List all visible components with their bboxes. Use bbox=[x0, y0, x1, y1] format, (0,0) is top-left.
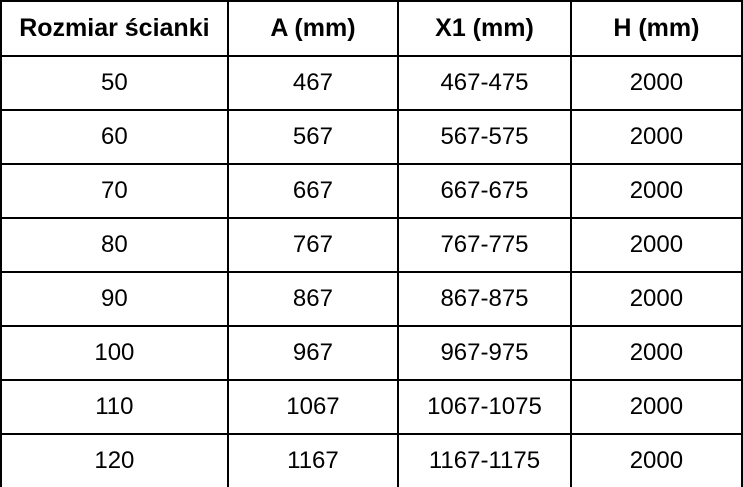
table-body: 50 467 467-475 2000 60 567 567-575 2000 70 667 667… bbox=[0, 55, 743, 487]
table-row: 90 867 867-875 2000 bbox=[0, 271, 743, 327]
table-cell: 90 bbox=[0, 271, 229, 327]
table-cell: 467 bbox=[226, 55, 400, 111]
table-cell: 567 bbox=[226, 109, 400, 165]
table-cell: 2000 bbox=[569, 217, 743, 273]
table-cell: 967 bbox=[226, 325, 400, 381]
header-cell: A (mm) bbox=[226, 0, 400, 57]
header-cell: H (mm) bbox=[569, 0, 743, 57]
header-cell: X1 (mm) bbox=[397, 0, 572, 57]
table-cell: 2000 bbox=[569, 433, 743, 487]
table-cell: 767 bbox=[226, 217, 400, 273]
header-row: Rozmiar ścianki A (mm) X1 (mm) H (mm) bbox=[0, 0, 743, 57]
table-cell: 2000 bbox=[569, 163, 743, 219]
table-cell: 110 bbox=[0, 379, 229, 435]
table-cell: 1067 bbox=[226, 379, 400, 435]
table-row: 100 967 967-975 2000 bbox=[0, 325, 743, 381]
table-cell: 70 bbox=[0, 163, 229, 219]
table-cell: 80 bbox=[0, 217, 229, 273]
table-cell: 967-975 bbox=[397, 325, 572, 381]
table-row: 120 1167 1167-1175 2000 bbox=[0, 433, 743, 487]
table-cell: 1167 bbox=[226, 433, 400, 487]
table-row: 110 1067 1067-1075 2000 bbox=[0, 379, 743, 435]
table-cell: 2000 bbox=[569, 379, 743, 435]
table-cell: 667-675 bbox=[397, 163, 572, 219]
table-cell: 2000 bbox=[569, 271, 743, 327]
header-cell: Rozmiar ścianki bbox=[0, 0, 229, 57]
table-row: 80 767 767-775 2000 bbox=[0, 217, 743, 273]
table-cell: 2000 bbox=[569, 109, 743, 165]
table-cell: 867-875 bbox=[397, 271, 572, 327]
table-cell: 120 bbox=[0, 433, 229, 487]
table-cell: 50 bbox=[0, 55, 229, 111]
table-cell: 467-475 bbox=[397, 55, 572, 111]
table-cell: 1167-1175 bbox=[397, 433, 572, 487]
table-cell: 60 bbox=[0, 109, 229, 165]
table-row: 70 667 667-675 2000 bbox=[0, 163, 743, 219]
table-cell: 2000 bbox=[569, 55, 743, 111]
table-cell: 567-575 bbox=[397, 109, 572, 165]
table-cell: 1067-1075 bbox=[397, 379, 572, 435]
table-cell: 767-775 bbox=[397, 217, 572, 273]
table-cell: 867 bbox=[226, 271, 400, 327]
table-row: 60 567 567-575 2000 bbox=[0, 109, 743, 165]
table-cell: 100 bbox=[0, 325, 229, 381]
table-cell: 667 bbox=[226, 163, 400, 219]
table-row: 50 467 467-475 2000 bbox=[0, 55, 743, 111]
table-cell: 2000 bbox=[569, 325, 743, 381]
table-header: Rozmiar ścianki A (mm) X1 (mm) H (mm) bbox=[0, 0, 743, 57]
